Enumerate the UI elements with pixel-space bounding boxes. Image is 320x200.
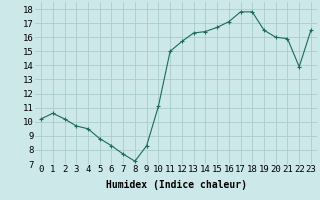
X-axis label: Humidex (Indice chaleur): Humidex (Indice chaleur) (106, 180, 246, 190)
